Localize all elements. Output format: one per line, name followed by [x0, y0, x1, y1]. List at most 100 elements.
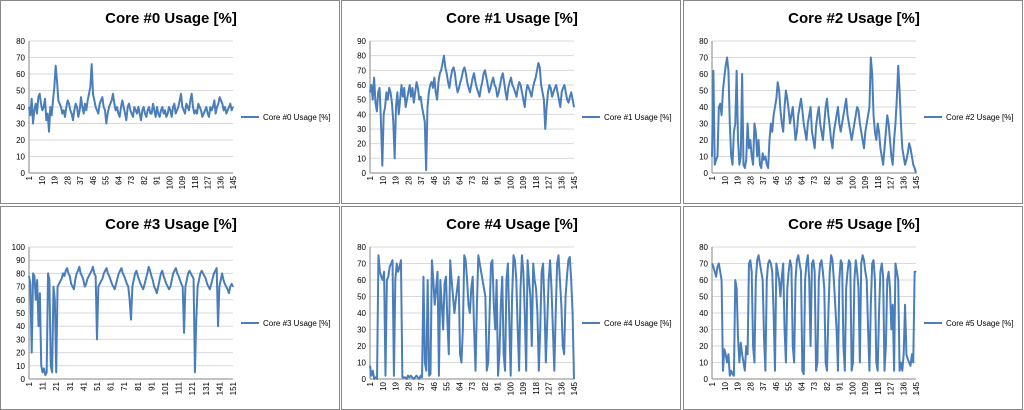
data-point — [47, 113, 49, 115]
data-point — [764, 155, 766, 158]
data-point — [43, 106, 45, 108]
data-point — [108, 106, 110, 108]
data-point — [32, 272, 34, 274]
data-point — [198, 279, 200, 281]
data-point — [535, 287, 537, 289]
x-tick-label: 1 — [25, 381, 34, 386]
data-point — [835, 114, 838, 116]
data-point — [886, 114, 888, 116]
data-point — [448, 353, 450, 355]
data-point — [893, 139, 895, 141]
data-point — [711, 155, 713, 158]
data-point — [864, 131, 866, 133]
data-point — [225, 286, 227, 288]
data-point — [456, 287, 458, 289]
data-point — [822, 139, 824, 141]
data-point — [870, 56, 872, 59]
data-point — [165, 116, 167, 118]
data-point — [88, 93, 90, 95]
data-point — [800, 271, 802, 273]
x-tick-label: 118 — [874, 175, 883, 188]
data-point — [886, 279, 888, 281]
data-point — [550, 87, 552, 89]
data-point — [229, 286, 231, 288]
data-point — [823, 287, 825, 289]
legend-label: Core #4 Usage [%] — [604, 319, 672, 328]
data-point — [763, 337, 765, 339]
data-point — [770, 122, 772, 125]
data-point — [214, 270, 216, 272]
data-point — [559, 106, 561, 108]
data-point — [543, 99, 545, 101]
data-point — [115, 283, 117, 285]
data-point — [569, 96, 571, 98]
data-point — [183, 332, 185, 334]
data-point — [219, 96, 221, 98]
data-point — [573, 106, 575, 108]
data-point — [564, 295, 567, 298]
data-point — [894, 122, 897, 125]
data-point — [100, 99, 102, 101]
data-point — [837, 106, 839, 108]
series-line — [369, 254, 575, 380]
data-point — [209, 106, 211, 108]
y-tick-label: 20 — [699, 136, 708, 145]
data-point — [908, 142, 910, 144]
data-point — [896, 98, 898, 100]
data-point — [874, 279, 876, 281]
data-point — [460, 361, 463, 364]
data-point — [220, 99, 222, 101]
data-point — [799, 106, 801, 108]
data-point — [897, 279, 899, 281]
data-point — [745, 345, 747, 347]
data-point — [879, 271, 881, 273]
data-point — [424, 361, 426, 364]
data-point — [815, 126, 817, 128]
data-point — [779, 295, 782, 298]
data-point — [124, 113, 126, 115]
data-point — [778, 279, 780, 281]
data-point — [61, 278, 63, 280]
data-point — [759, 164, 761, 166]
data-point — [830, 139, 832, 141]
data-point — [827, 114, 829, 116]
data-point — [860, 131, 862, 133]
x-tick-label: 37 — [417, 381, 426, 390]
data-point — [522, 271, 524, 273]
data-point — [807, 122, 809, 125]
data-point — [846, 114, 849, 116]
data-point — [782, 262, 784, 265]
data-point — [491, 259, 493, 261]
data-point — [76, 272, 78, 274]
data-point — [517, 87, 519, 89]
data-point — [727, 70, 730, 72]
data-point — [90, 270, 93, 272]
y-tick-label: 70 — [699, 260, 708, 269]
data-point — [563, 84, 566, 86]
y-tick-label: 70 — [16, 54, 25, 63]
data-point — [221, 272, 223, 274]
data-point — [500, 304, 502, 306]
data-point — [104, 109, 106, 111]
data-point — [830, 254, 832, 256]
chart-svg: Core #1 Usage [%] 0 10 20 30 40 50 60 70 80 90 1 10 1… — [357, 10, 672, 189]
data-point — [489, 87, 492, 89]
x-tick-label: 46 — [430, 175, 439, 184]
data-point — [524, 312, 526, 314]
data-point — [748, 262, 750, 265]
data-point — [487, 361, 489, 364]
data-point — [176, 109, 178, 111]
data-point — [834, 122, 836, 125]
data-point — [391, 259, 394, 261]
data-point — [36, 113, 38, 115]
data-point — [425, 169, 427, 171]
data-point — [814, 147, 816, 149]
data-point — [483, 287, 485, 289]
data-point — [75, 103, 77, 105]
data-point — [768, 259, 771, 261]
y-tick-label: 0 — [362, 375, 367, 384]
y-tick-label: 30 — [699, 120, 708, 129]
data-point — [422, 113, 424, 115]
data-point — [898, 370, 901, 372]
data-point — [536, 69, 538, 71]
